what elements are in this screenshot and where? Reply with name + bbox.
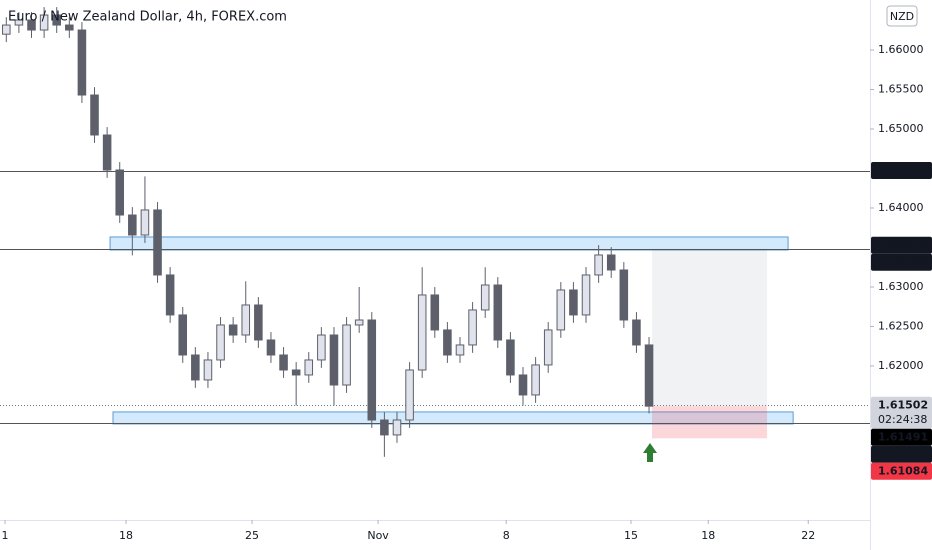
candle-body bbox=[531, 364, 540, 396]
chart-title: Euro / New Zealand Dollar, 4h, FOREX.com bbox=[8, 10, 287, 25]
candle-body bbox=[77, 29, 87, 96]
candle-body bbox=[228, 324, 238, 336]
candle-body bbox=[493, 284, 503, 341]
candle-body bbox=[317, 334, 326, 361]
price-axis: 1.66000 1.65500 1.65000 1.64000 1.63000 1.625… bbox=[2, 43, 932, 542]
price-tag-label: 1.63483 bbox=[878, 255, 928, 268]
candle-body bbox=[329, 334, 339, 386]
candle-body bbox=[90, 94, 99, 136]
price-tag bbox=[871, 253, 932, 271]
price-tag bbox=[871, 445, 932, 463]
y-tick-label: 1.62500 bbox=[878, 319, 924, 332]
candle-body bbox=[367, 319, 377, 421]
candle-body bbox=[518, 374, 528, 396]
candle-body bbox=[191, 354, 200, 381]
candle-body bbox=[556, 289, 566, 331]
price-tag bbox=[871, 462, 932, 480]
candle-body bbox=[430, 294, 440, 331]
y-tick-label: 1.66000 bbox=[878, 43, 924, 56]
candle-body bbox=[27, 19, 36, 31]
candle-body bbox=[455, 344, 465, 356]
price-tag bbox=[871, 428, 932, 446]
candle-body bbox=[619, 269, 629, 321]
y-tick-label: 1.64000 bbox=[878, 201, 924, 214]
candle-body bbox=[392, 419, 402, 436]
price-tag bbox=[871, 396, 932, 429]
currency[interactable]: NZD bbox=[890, 10, 914, 23]
candle-body bbox=[417, 294, 427, 371]
target-zone bbox=[651, 248, 768, 407]
candle-body bbox=[606, 254, 616, 271]
x-tick-label: Nov bbox=[367, 529, 389, 542]
candle-body bbox=[102, 134, 112, 171]
stop-zone bbox=[651, 406, 768, 439]
candle-body bbox=[128, 214, 137, 236]
candle-body bbox=[241, 304, 251, 336]
zone bbox=[109, 236, 789, 251]
candle-body bbox=[254, 304, 263, 341]
candle-body bbox=[14, 19, 24, 26]
candle-body bbox=[480, 284, 490, 311]
candle-body bbox=[443, 329, 452, 356]
candle-body bbox=[291, 369, 301, 376]
candle-body bbox=[39, 14, 49, 31]
x-tick-label: 8 bbox=[503, 529, 510, 542]
candle-body bbox=[52, 14, 61, 26]
price-tag bbox=[871, 162, 932, 180]
candle-body bbox=[543, 329, 553, 366]
price-tag-label: 1.64474 bbox=[878, 164, 928, 177]
candle-body bbox=[153, 209, 162, 276]
y-tick-label: 1.65000 bbox=[878, 122, 924, 135]
price-tag-label: 1.61084 bbox=[878, 464, 928, 477]
y-tick-label: 1.65500 bbox=[878, 82, 924, 95]
candle-body bbox=[569, 289, 578, 316]
candle-body bbox=[178, 314, 188, 356]
candle-body bbox=[279, 354, 288, 371]
candle-body bbox=[266, 339, 276, 356]
candle-body bbox=[65, 24, 74, 31]
price-tag-label: 1.63529 bbox=[878, 238, 928, 251]
candle-body bbox=[203, 359, 213, 381]
x-tick-label: 15 bbox=[624, 529, 638, 542]
price-tag-label: 1.61502 bbox=[878, 398, 928, 411]
candle-body bbox=[405, 369, 414, 421]
y-tick-label: 1.62000 bbox=[878, 359, 924, 372]
candle-body bbox=[304, 359, 314, 376]
price-tag bbox=[871, 236, 932, 254]
candle-body bbox=[216, 324, 225, 361]
candle-body bbox=[380, 419, 389, 436]
candle-body bbox=[115, 169, 125, 216]
x-tick-label: 18 bbox=[701, 529, 715, 542]
x-tick-label: 1 bbox=[2, 529, 9, 542]
candle-body bbox=[165, 274, 175, 316]
currency-box[interactable] bbox=[886, 5, 918, 27]
y-tick-label: 1.63000 bbox=[878, 280, 924, 293]
x-tick-label: 22 bbox=[801, 529, 815, 542]
candle-body bbox=[354, 319, 364, 326]
countdown: 02:24:38 bbox=[878, 413, 927, 426]
x-tick-label: 18 bbox=[119, 529, 133, 542]
candle-body bbox=[468, 309, 477, 346]
candle-body bbox=[2, 24, 11, 35]
candle-body bbox=[506, 339, 515, 376]
price-tag-label: 1.61491 bbox=[878, 430, 928, 443]
candle-body bbox=[342, 324, 351, 386]
candle-body bbox=[140, 209, 150, 236]
candle-body bbox=[644, 344, 654, 407]
x-tick-label: 25 bbox=[245, 529, 259, 542]
plot-area bbox=[0, 7, 870, 457]
candle-body bbox=[632, 319, 641, 346]
buy-arrow bbox=[643, 443, 657, 462]
price-tag-label: 1.61274 bbox=[878, 447, 928, 460]
candle-body bbox=[581, 274, 591, 316]
candle-body bbox=[594, 254, 603, 276]
